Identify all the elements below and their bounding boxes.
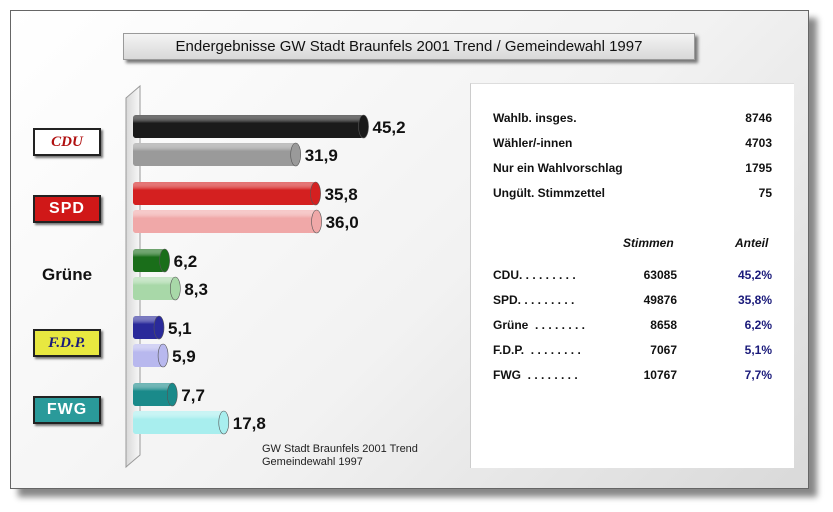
bar-end-cap: [157, 343, 169, 368]
bar-value-label: 7,7: [181, 386, 205, 405]
bar-end-cap: [166, 382, 178, 407]
bar-end-cap: [218, 410, 230, 435]
table-row-anteil: 45,2%: [737, 268, 772, 282]
table-row-anteil: 5,1%: [744, 343, 772, 357]
bar-end-cap: [310, 181, 321, 206]
bar-value-label: 17,8: [233, 414, 266, 433]
table-row-party: CDU. . . . . . . . .: [493, 268, 576, 282]
table-row-anteil: 6,2%: [744, 318, 772, 332]
stat-label: Wähler/-innen: [493, 136, 573, 150]
table-row-stimmen: 8658: [650, 318, 677, 332]
bar-shading: [133, 344, 164, 367]
party-logo-fwg: FWG: [33, 396, 101, 424]
table-row-stimmen: 63085: [643, 268, 677, 282]
table-row-party: FWG . . . . . . . .: [493, 368, 578, 382]
chart-back-wall: [125, 84, 141, 469]
bar-shading: [133, 316, 160, 339]
bar-value-label: 6,2: [174, 252, 198, 271]
bar-end-cap: [153, 315, 165, 340]
header-stimmen: Stimmen: [623, 236, 674, 250]
bar-shading: [133, 210, 317, 233]
bar-value-label: 31,9: [305, 146, 338, 165]
bar-value-label: 8,3: [184, 280, 208, 299]
table-row-stimmen: 7067: [650, 343, 677, 357]
stat-value: 8746: [745, 111, 772, 125]
table-row-party: F.D.P. . . . . . . . .: [493, 343, 581, 357]
chart-title: Endergebnisse GW Stadt Braunfels 2001 Tr…: [123, 33, 695, 60]
bar-shading: [133, 115, 364, 138]
stat-label: Nur ein Wahlvorschlag: [493, 161, 623, 175]
table-row-stimmen: 49876: [643, 293, 677, 307]
bar-shading: [133, 143, 296, 166]
bar-end-cap: [159, 248, 170, 273]
table-row-anteil: 7,7%: [744, 368, 772, 382]
results-panel: [470, 83, 794, 468]
bar-value-label: 45,2: [373, 118, 406, 137]
stat-value: 1795: [745, 161, 772, 175]
bar-shading: [133, 383, 173, 406]
stat-value: 4703: [745, 136, 772, 150]
bar-shading: [133, 182, 316, 205]
stat-label: Wahlb. insges.: [493, 111, 577, 125]
table-row-party: SPD. . . . . . . . .: [493, 293, 575, 307]
bar-value-label: 5,1: [168, 319, 192, 338]
party-logo-fdp: F.D.P.: [33, 329, 101, 357]
bar-value-label: 5,9: [172, 347, 196, 366]
stat-value: 75: [758, 186, 772, 200]
party-logo-grüne: Grüne: [41, 265, 93, 284]
bar-shading: [133, 277, 176, 300]
bar-end-cap: [311, 209, 322, 234]
bar-end-cap: [358, 114, 369, 139]
bar-end-cap: [290, 142, 301, 167]
table-row-party: Grüne . . . . . . . .: [493, 318, 586, 332]
party-logo-spd: SPD: [33, 195, 101, 223]
bar-shading: [133, 411, 224, 434]
legend-series-2: Gemeindewahl 1997: [262, 456, 363, 468]
header-anteil: Anteil: [735, 236, 769, 250]
stat-label: Ungült. Stimmzettel: [493, 186, 606, 200]
table-row-stimmen: 10767: [643, 368, 677, 382]
bar-value-label: 35,8: [325, 185, 358, 204]
legend-series-1: GW Stadt Braunfels 2001 Trend: [262, 443, 418, 455]
bar-shading: [133, 249, 165, 272]
table-row-anteil: 35,8%: [737, 293, 772, 307]
bar-value-label: 36,0: [326, 213, 359, 232]
bar-end-cap: [170, 276, 181, 301]
party-logo-cdu: CDU: [33, 128, 101, 156]
